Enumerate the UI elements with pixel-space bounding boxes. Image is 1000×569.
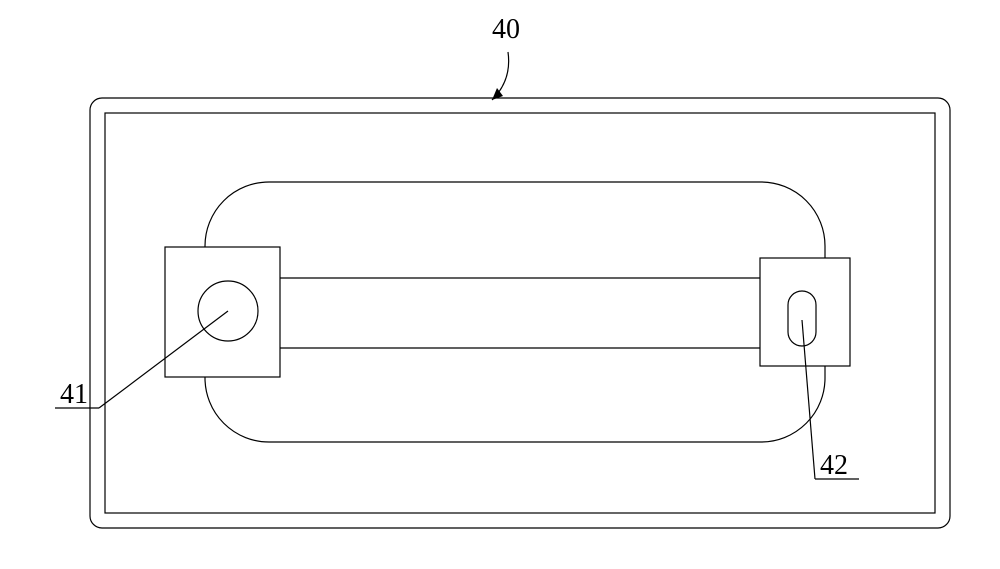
left-node-box — [165, 247, 280, 377]
label-41: 41 — [60, 379, 88, 410]
label-40: 40 — [492, 14, 520, 45]
diagram-stage: 40 41 42 — [0, 0, 1000, 569]
label-42: 42 — [820, 450, 848, 481]
stadium-outline — [205, 182, 825, 442]
